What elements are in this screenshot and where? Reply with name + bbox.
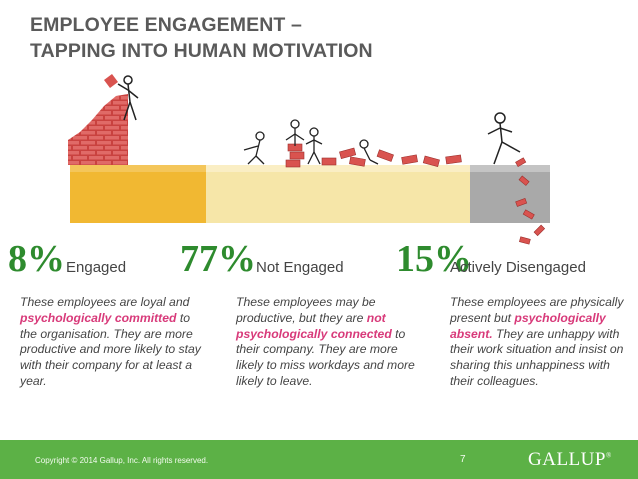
highlight-text: psychologically committed — [20, 310, 177, 325]
highlight-text: not psychologically connected — [236, 310, 392, 341]
bar-top-not-engaged — [206, 165, 470, 172]
kicking-figure-icon — [487, 112, 521, 165]
description-text: These employees are loyal and — [20, 295, 190, 309]
bar-top-engaged — [70, 165, 206, 172]
description-not-engaged: These employees may be productive, but t… — [236, 295, 421, 390]
description-text: They are unhappy with their work situati… — [450, 326, 624, 388]
percent-disengaged: 15% — [396, 238, 472, 280]
description-engaged: These employees are loyal and psychologi… — [20, 295, 205, 390]
label-disengaged: Actively Disengaged — [450, 259, 586, 276]
title-line-2: TAPPING INTO HUMAN MOTIVATION — [30, 40, 373, 62]
scattered-bricks-icon — [285, 143, 462, 168]
description-disengaged: These employees are physically present b… — [450, 295, 635, 390]
description-text: to their company. They are more likely t… — [236, 326, 415, 388]
description-text: to the organisation. They are more produ… — [20, 310, 201, 388]
bar-disengaged — [470, 172, 550, 223]
engagement-illustration — [68, 74, 550, 245]
stat-disengaged: 15% Actively Disengaged — [396, 238, 636, 278]
bar-not-engaged — [206, 172, 470, 223]
label-not-engaged: Not Engaged — [256, 259, 344, 276]
stat-engaged: 8% Engaged — [8, 238, 188, 278]
description-text: These employees are physically present b… — [450, 295, 624, 325]
footer-bar: Copyright © 2014 Gallup, Inc. All rights… — [0, 440, 638, 479]
brick-wall-icon — [68, 74, 128, 165]
copyright-text: Copyright © 2014 Gallup, Inc. All rights… — [35, 456, 209, 465]
bar-engaged — [70, 172, 206, 223]
workers-figures-icon — [243, 119, 379, 165]
percent-engaged: 8% — [8, 238, 65, 280]
logo-text: GALLUP — [528, 449, 606, 470]
falling-bricks-icon — [515, 157, 546, 245]
slide-title: EMPLOYEE ENGAGEMENT – TAPPING INTO HUMAN… — [30, 12, 500, 64]
builder-figure-icon — [117, 75, 139, 121]
highlight-text: psychologically absent. — [450, 310, 606, 341]
percent-not-engaged: 77% — [180, 238, 256, 280]
gallup-logo: GALLUP® — [528, 449, 612, 470]
description-text: These employees may be productive, but t… — [236, 295, 376, 325]
stat-not-engaged: 77% Not Engaged — [180, 238, 380, 278]
title-line-1: EMPLOYEE ENGAGEMENT – — [30, 14, 302, 36]
page-number: 7 — [460, 454, 466, 465]
bar-top-disengaged — [470, 165, 550, 172]
label-engaged: Engaged — [66, 259, 127, 276]
